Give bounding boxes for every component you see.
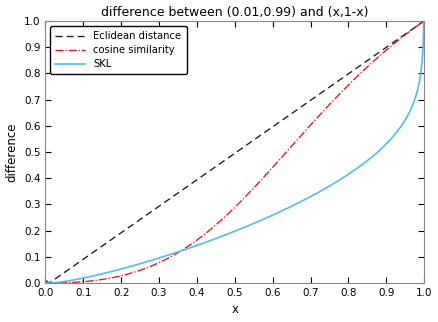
- Eclidean distance: [217, 162, 223, 166]
- SKL: [341, 175, 346, 179]
- cosine similarity: [43, 281, 49, 285]
- Line: cosine similarity: cosine similarity: [46, 21, 424, 283]
- Title: difference between (0.01,0.99) and (x,1-x): difference between (0.01,0.99) and (x,1-…: [101, 5, 369, 19]
- cosine similarity: [63, 281, 68, 285]
- X-axis label: x: x: [231, 303, 238, 317]
- SKL: [421, 19, 427, 23]
- Eclidean distance: [63, 270, 68, 274]
- Eclidean distance: [410, 27, 416, 31]
- Y-axis label: difference: difference: [6, 122, 18, 182]
- cosine similarity: [421, 19, 427, 23]
- SKL: [63, 279, 68, 283]
- cosine similarity: [217, 220, 223, 223]
- SKL: [46, 281, 52, 285]
- cosine similarity: [410, 27, 416, 31]
- Legend: Eclidean distance, cosine similarity, SKL: Eclidean distance, cosine similarity, SK…: [50, 26, 187, 74]
- cosine similarity: [46, 281, 52, 285]
- SKL: [227, 231, 233, 235]
- SKL: [410, 102, 416, 106]
- SKL: [43, 280, 49, 284]
- Eclidean distance: [46, 281, 52, 285]
- Eclidean distance: [410, 27, 416, 31]
- SKL: [217, 235, 223, 239]
- cosine similarity: [227, 210, 233, 214]
- SKL: [410, 103, 416, 107]
- Eclidean distance: [421, 19, 427, 23]
- Eclidean distance: [43, 279, 49, 283]
- Eclidean distance: [341, 75, 346, 79]
- Line: SKL: SKL: [46, 21, 424, 283]
- Eclidean distance: [227, 155, 233, 159]
- cosine similarity: [341, 88, 346, 92]
- Line: Eclidean distance: Eclidean distance: [46, 21, 424, 283]
- cosine similarity: [410, 27, 416, 31]
